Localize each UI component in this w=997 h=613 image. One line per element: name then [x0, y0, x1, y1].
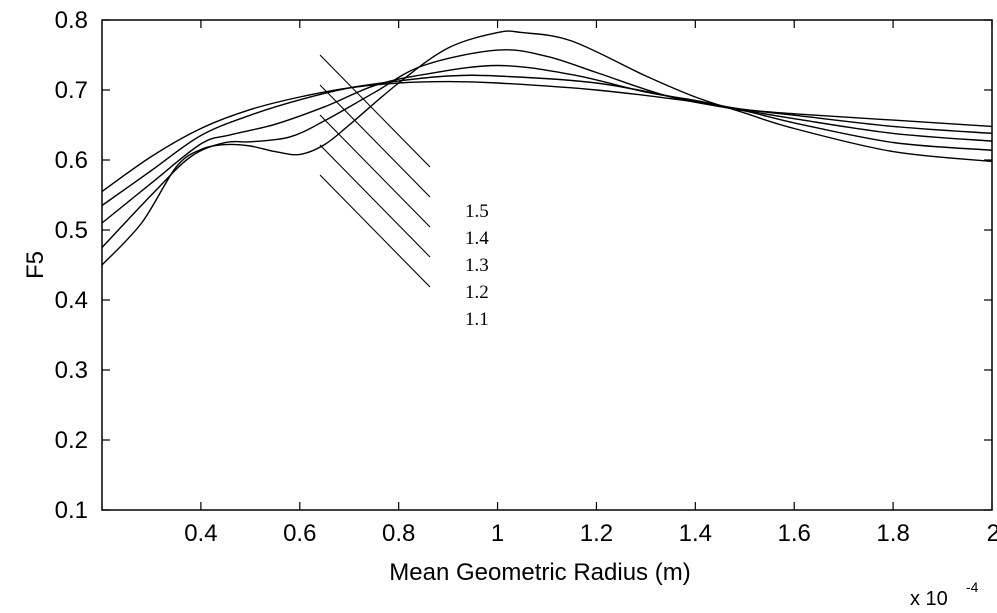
x-tick-label: 0.4 [184, 520, 217, 547]
x-multiplier-label: x 10 [910, 588, 948, 610]
y-tick-label: 0.2 [55, 427, 88, 454]
annotation-leader-line [319, 54, 431, 168]
annotation-leader-line [319, 114, 431, 228]
annotation-leader-line [319, 84, 431, 198]
annotation-leader-line [319, 144, 431, 258]
x-tick-label: 1 [491, 520, 504, 547]
tick-labels: 0.4 0.6 0.8 1 1.2 1.4 1.6 1.8 2 0.1 0.2 0.3 0.4 0.5 0.… [55, 7, 997, 547]
x-tick-label: 1.6 [778, 520, 811, 547]
x-tick-label: 2 [987, 520, 997, 547]
x-multiplier-exponent: -4 [966, 579, 979, 595]
series-annotations: 1.5 1.4 1.3 1.2 1.1 [465, 201, 489, 330]
series-line-1-5 [101, 80, 993, 193]
series-annotation-label: 1.5 [465, 201, 489, 222]
plot-frame [101, 19, 993, 511]
x-tick-label: 0.6 [283, 520, 316, 547]
label-leader-lines [319, 54, 431, 288]
series-annotation-label: 1.2 [465, 282, 489, 303]
series-line-1-3 [101, 64, 993, 224]
y-tick-label: 0.5 [55, 217, 88, 244]
y-tick-label: 0.8 [55, 7, 88, 34]
annotation-leader-line [319, 174, 431, 288]
series-line-1-4 [101, 74, 993, 207]
y-axis-title: F5 [22, 251, 49, 279]
y-tick-label: 0.7 [55, 77, 88, 104]
x-tick-label: 1.2 [580, 520, 613, 547]
series-annotation-label: 1.4 [465, 228, 489, 249]
y-tick-label: 0.3 [55, 357, 88, 384]
series-line-1-2 [101, 49, 993, 248]
series-annotation-label: 1.3 [465, 255, 489, 276]
series-annotation-label: 1.1 [465, 309, 489, 330]
y-tick-label: 0.4 [55, 287, 88, 314]
y-tick-label: 0.6 [55, 147, 88, 174]
series-line-1-1 [101, 30, 993, 266]
series-lines [101, 30, 993, 266]
x-tick-label: 1.4 [679, 520, 712, 547]
x-tick-label: 1.8 [876, 520, 909, 547]
x-axis-title: Mean Geometric Radius (m) [389, 559, 690, 586]
x-tick-label: 0.8 [382, 520, 415, 547]
axis-ticks [102, 19, 993, 511]
y-tick-label: 0.1 [55, 497, 88, 524]
